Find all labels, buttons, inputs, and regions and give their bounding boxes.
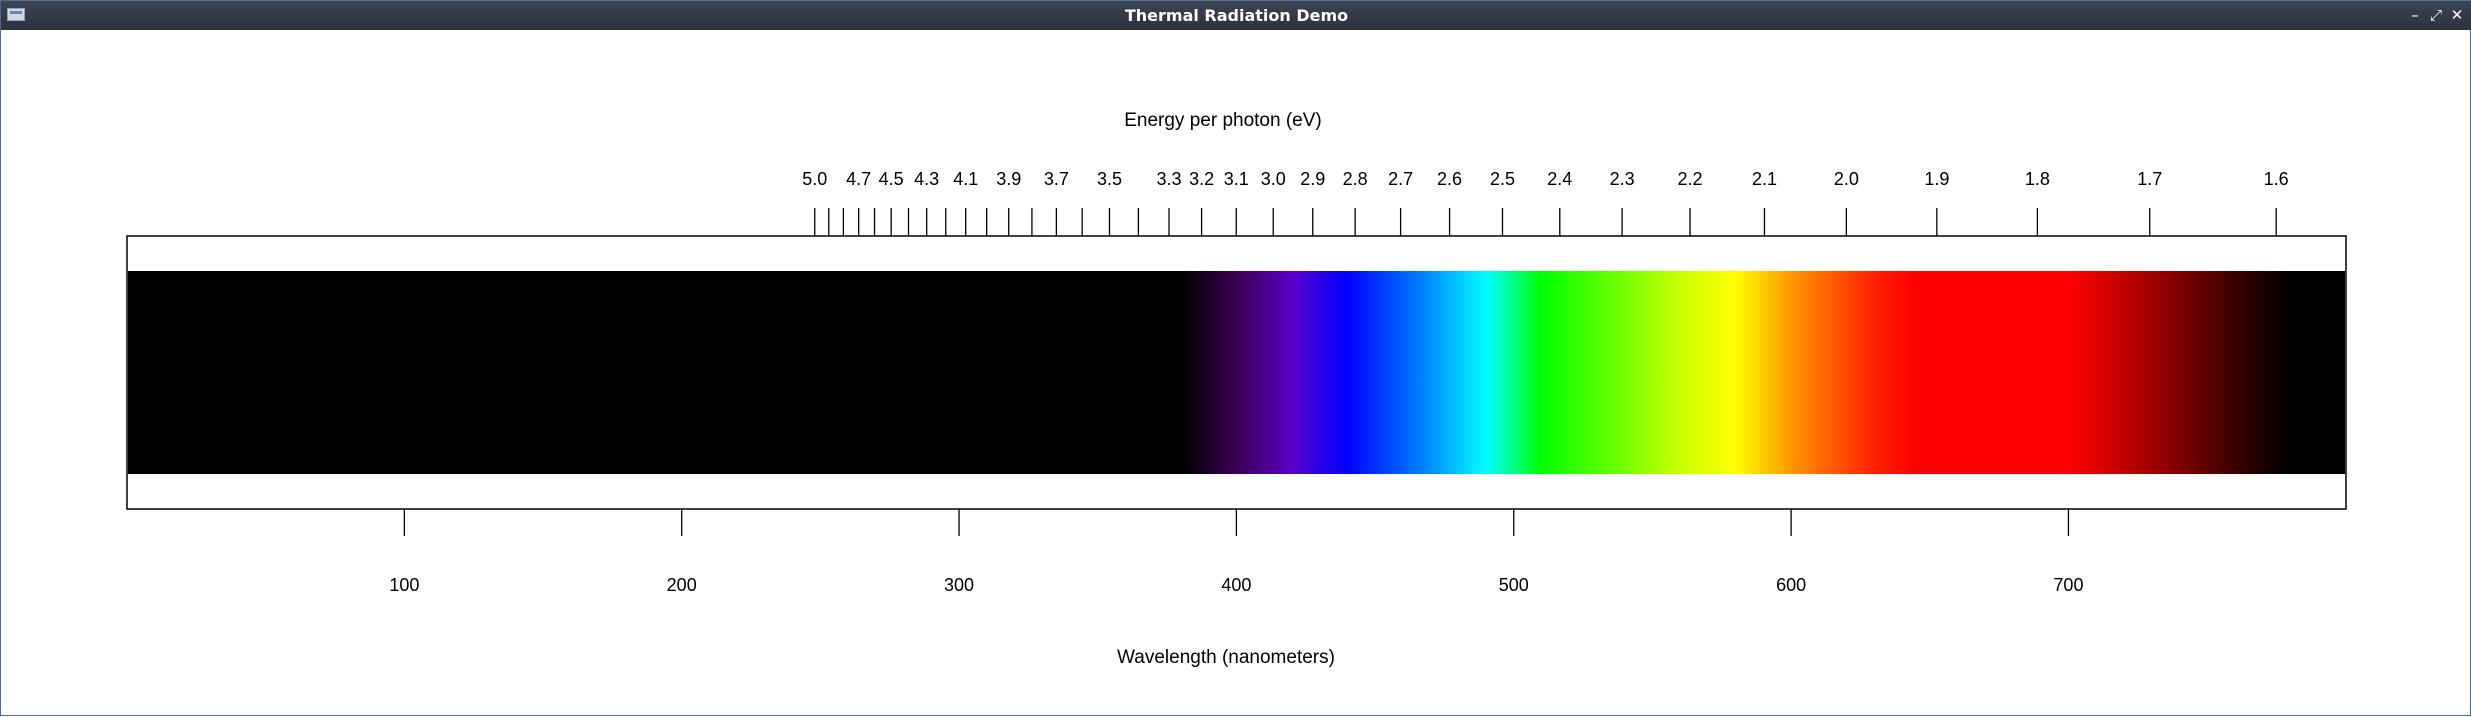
maximize-button[interactable]: ⤢: [2429, 6, 2442, 24]
title-bar[interactable]: Thermal Radiation Demo – ⤢ ✕: [1, 1, 2471, 30]
window-title: Thermal Radiation Demo: [1124, 6, 1349, 25]
close-button[interactable]: ✕: [2450, 6, 2464, 24]
top-axis-tick-label: 5.0: [802, 169, 827, 189]
top-axis-tick-label: 2.3: [1610, 169, 1635, 189]
top-axis-tick-label: 1.9: [1924, 169, 1949, 189]
top-axis-tick-label: 3.2: [1189, 169, 1214, 189]
bottom-axis-title: Wavelength (nanometers): [1117, 647, 1335, 668]
bottom-axis-tick-label: 200: [667, 575, 697, 595]
top-axis-tick-label: 4.3: [914, 169, 939, 189]
top-axis: 5.0 4.7 4.5 4.3 4.1 3.9 3.7 3.5 3.3 3.2 3.1 3.0 2.9 2…: [802, 169, 2289, 236]
top-axis-tick-label: 2.2: [1678, 169, 1703, 189]
top-axis-tick-label: 2.6: [1437, 169, 1462, 189]
top-axis-tick-label: 1.6: [2264, 169, 2289, 189]
top-axis-tick-label: 2.7: [1388, 169, 1413, 189]
top-axis-tick-label: 2.5: [1490, 169, 1515, 189]
top-axis-tick-label: 4.5: [879, 169, 904, 189]
top-axis-tick-label: 1.8: [2025, 169, 2050, 189]
bottom-axis-tick-label: 500: [1499, 575, 1529, 595]
minimize-button[interactable]: –: [2411, 6, 2419, 24]
top-axis-tick-label: 3.1: [1224, 169, 1249, 189]
top-axis-title: Energy per photon (eV): [1124, 110, 1322, 131]
bottom-axis-tick-label: 400: [1221, 575, 1251, 595]
top-axis-tick-label: 3.7: [1044, 169, 1069, 189]
window-menu-icon[interactable]: [7, 8, 25, 21]
top-axis-tick-label: 3.0: [1261, 169, 1286, 189]
bottom-axis-tick-label: 700: [2053, 575, 2083, 595]
top-axis-tick-label: 1.7: [2137, 169, 2162, 189]
top-axis-tick-label: 3.3: [1157, 169, 1182, 189]
top-axis-tick-label: 4.1: [953, 169, 978, 189]
top-axis-tick-label: 2.9: [1300, 169, 1325, 189]
top-axis-tick-label: 3.5: [1097, 169, 1122, 189]
visible-spectrum-band: [1180, 271, 2291, 474]
top-axis-tick-label: 3.9: [996, 169, 1021, 189]
bottom-axis-tick-label: 600: [1776, 575, 1806, 595]
top-axis-tick-label: 2.0: [1834, 169, 1859, 189]
bottom-axis-tick-label: 300: [944, 575, 974, 595]
top-axis-tick-label: 2.4: [1547, 169, 1572, 189]
top-axis-tick-label: 4.7: [846, 169, 871, 189]
bottom-axis: 100 200 300 400 500 600 700: [389, 509, 2083, 595]
bottom-axis-tick-label: 100: [389, 575, 419, 595]
top-axis-tick-label: 2.8: [1343, 169, 1368, 189]
top-axis-tick-label: 2.1: [1752, 169, 1777, 189]
